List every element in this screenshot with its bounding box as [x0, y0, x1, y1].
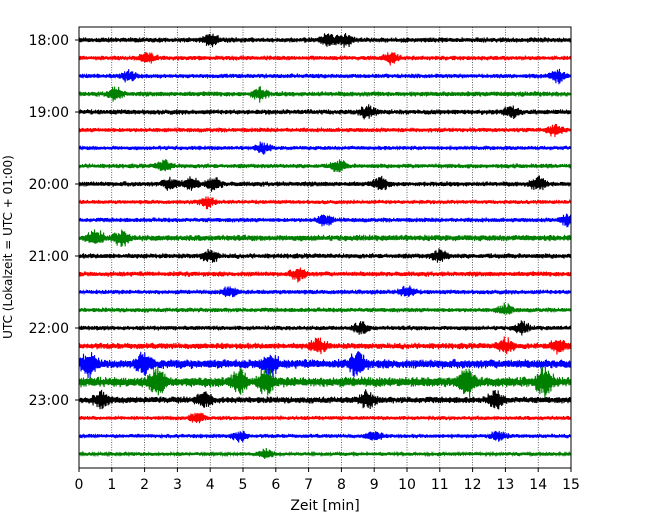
trace-1915 — [78, 123, 572, 138]
y-tick-label-2000: 20:00 — [29, 177, 69, 193]
trace-2115 — [78, 267, 572, 283]
trace-2245 — [78, 366, 572, 399]
y-tick-label-2200: 22:00 — [29, 321, 69, 337]
y-tick-label-1900: 19:00 — [29, 105, 69, 121]
trace-2130 — [78, 285, 572, 298]
trace-1930 — [78, 141, 572, 155]
x-tick-label-10: 10 — [398, 477, 416, 493]
x-tick-label-3: 3 — [173, 477, 182, 493]
x-tick-label-13: 13 — [496, 477, 514, 493]
x-tick-label-15: 15 — [562, 477, 580, 493]
x-tick-label-14: 14 — [529, 477, 547, 493]
x-tick-label-5: 5 — [239, 477, 248, 493]
trace-2030 — [78, 213, 572, 228]
plot-frame — [78, 26, 572, 469]
y-axis-label: UTC (Lokalzeit = UTC + 01:00) — [1, 155, 15, 339]
x-tick-label-12: 12 — [464, 477, 482, 493]
trace-2315 — [78, 412, 572, 424]
x-axis-label: Zeit [min] — [290, 498, 359, 514]
trace-2215 — [78, 336, 572, 355]
x-tick-label-4: 4 — [206, 477, 215, 493]
grid-lines — [111, 27, 539, 468]
trace-2145 — [78, 302, 572, 315]
trace-1830 — [78, 68, 572, 85]
x-axis-ticks: 0 1 2 3 4 5 6 7 8 9 10 11 12 13 14 15 — [75, 468, 580, 493]
trace-2000 — [78, 175, 572, 192]
seismic-traces — [78, 33, 572, 459]
trace-2200 — [78, 320, 572, 336]
trace-1800 — [78, 33, 572, 48]
x-tick-label-2: 2 — [140, 477, 149, 493]
x-tick-label-6: 6 — [271, 477, 280, 493]
y-tick-label-2100: 21:00 — [29, 249, 69, 265]
x-tick-label-7: 7 — [304, 477, 313, 493]
trace-2045 — [78, 229, 572, 248]
x-tick-label-1: 1 — [107, 477, 116, 493]
trace-2015 — [78, 196, 572, 210]
trace-1900 — [78, 104, 572, 120]
trace-2100 — [78, 248, 572, 263]
trace-2230 — [78, 351, 572, 379]
trace-1845 — [78, 86, 572, 103]
trace-2300 — [78, 389, 572, 410]
x-tick-label-9: 9 — [370, 477, 379, 493]
trace-1815 — [78, 51, 572, 66]
y-tick-label-1800: 18:00 — [29, 33, 69, 49]
y-tick-label-2300: 23:00 — [29, 393, 69, 409]
x-tick-label-0: 0 — [75, 477, 84, 493]
trace-2345 — [78, 448, 572, 459]
trace-1945 — [78, 159, 572, 173]
x-tick-label-11: 11 — [431, 477, 449, 493]
x-tick-label-8: 8 — [337, 477, 346, 493]
trace-2330 — [78, 430, 572, 443]
y-axis-ticks: 18:00 19:00 20:00 21:00 22:00 23:00 — [29, 33, 79, 409]
